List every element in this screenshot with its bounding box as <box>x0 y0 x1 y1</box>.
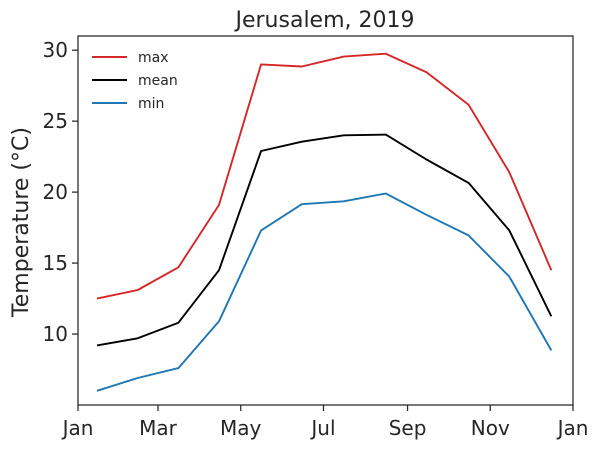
x-tick-label: May <box>220 416 262 440</box>
legend-label-min: min <box>138 96 164 112</box>
legend-label-mean: mean <box>138 73 178 89</box>
series-line-min <box>96 192 553 392</box>
plot-frame <box>77 35 574 406</box>
legend-label-max: max <box>138 50 169 66</box>
series-line-max <box>96 52 553 300</box>
series-line-mean <box>96 133 553 347</box>
y-tick-label: 10 <box>43 322 68 346</box>
legend: max mean min <box>92 50 178 112</box>
y-tick-label: 20 <box>43 180 68 204</box>
chart-title: Jerusalem, 2019 <box>233 8 414 33</box>
x-tick-label: Sep <box>389 416 427 440</box>
x-tick-label: Jan <box>556 416 589 440</box>
plot-area: Jan Mar May Jul Sep Nov Jan 10 15 20 25 30 max mean mi… <box>43 35 589 440</box>
y-tick-label: 30 <box>43 38 68 62</box>
y-tick-label: 25 <box>43 109 68 133</box>
x-tick-label: Jul <box>309 416 335 440</box>
y-axis-label: Temperature (°C) <box>9 127 34 318</box>
x-tick-label: Mar <box>139 416 178 440</box>
x-tick-label: Nov <box>471 416 510 440</box>
y-tick-label: 15 <box>43 251 68 275</box>
x-tick-label: Jan <box>61 416 94 440</box>
